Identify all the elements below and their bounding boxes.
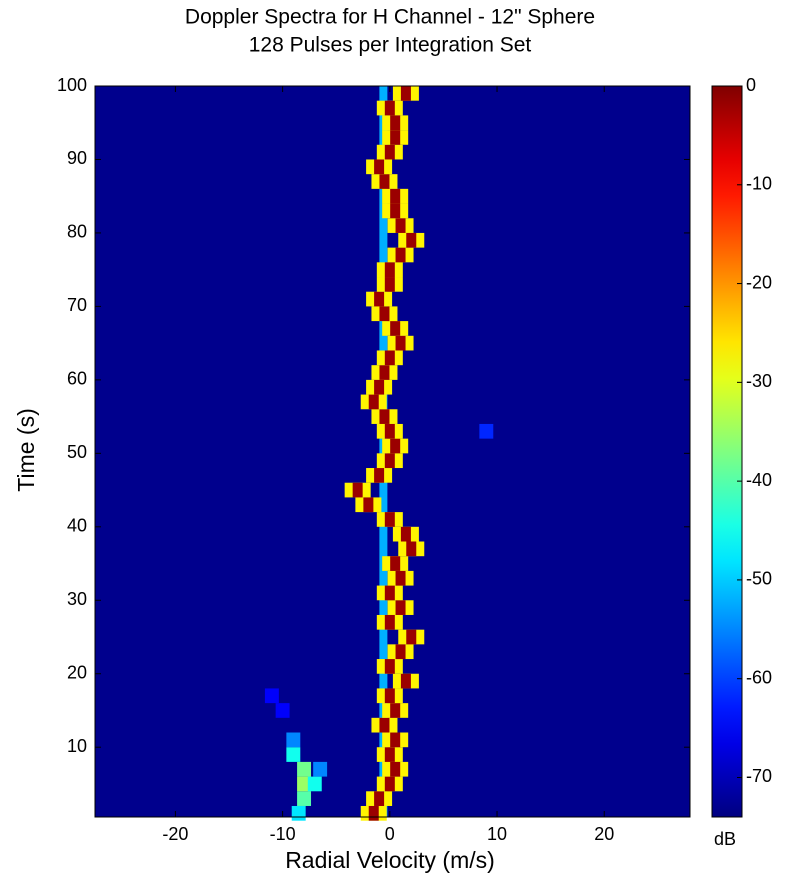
cell [297,761,312,777]
x-tick-label: -10 [270,824,296,844]
ridge-peak [374,468,385,483]
cell [479,423,494,439]
chart-subtitle: 128 Pulses per Integration Set [249,34,532,57]
ridge-peak [400,526,411,542]
y-tick-label: 80 [67,222,87,242]
y-tick-label: 100 [57,75,87,95]
ridge-peak [390,321,401,336]
ridge-peak [384,453,395,469]
ridge-peak [406,232,417,248]
x-tick-label: -20 [162,824,188,844]
ridge-peak [400,86,411,101]
colorbar-tick-label: -50 [746,569,772,589]
ridge-peak [384,659,395,674]
ridge-peak [395,600,406,615]
ridge-peak [406,629,417,645]
y-tick-label: 10 [67,736,87,756]
ridge-peak [384,585,395,601]
ridge-peak [395,570,406,586]
ridge-peak [384,512,395,527]
cell [313,761,328,777]
x-axis-label: Radial Velocity (m/s) [285,847,495,873]
ridge-peak [390,703,401,718]
colorbar-tick-label: -20 [746,272,772,292]
ridge-peak [384,688,395,704]
colorbar-label: dB [714,829,736,849]
colorbar [711,85,743,818]
x-tick-label: 20 [594,824,614,844]
ridge-peak [363,497,374,513]
ridge-peak [384,350,395,366]
ridge-peak [390,556,401,571]
ridge-peak [390,438,401,454]
ridge-peak [379,365,390,380]
ridge-peak [384,262,395,278]
cell [307,776,322,792]
colorbar-tick-label: -60 [746,667,772,687]
y-tick-label: 60 [67,369,87,389]
ridge-peak [384,776,395,792]
y-tick-label: 30 [67,589,87,609]
ridge-peak [384,277,395,292]
ridge-peak [384,144,395,160]
cell [297,776,312,792]
plot-area [95,86,690,821]
cell [297,791,312,806]
y-axis-label: Time (s) [13,408,39,491]
ridge-peak [374,159,385,175]
ridge-peak [384,423,395,439]
ridge-peak [352,482,363,498]
colorbar-tick-label: -40 [746,470,772,490]
ridge-peak [406,541,417,557]
ridge-peak [384,747,395,762]
x-tick-label: 0 [385,824,395,844]
cell [286,732,301,748]
ridge-peak [379,174,390,189]
cell [275,703,290,718]
ridge-peak [379,717,390,733]
cell [291,805,306,821]
ridge-peak [395,644,406,660]
ridge-peak [390,130,401,145]
plot-frame [94,85,691,818]
ridge-peak [395,247,406,263]
y-tick-label: 50 [67,442,87,462]
ridge-peak [379,409,390,424]
ridge-peak [400,673,411,689]
ridge-peak [395,335,406,351]
x-tick-label: 10 [487,824,507,844]
colorbar-tick-label: -10 [746,174,772,194]
ridge-peak [395,218,406,233]
colorbar-tick-label: -30 [746,371,772,391]
ridge-peak [390,115,401,131]
colorbar-tick-label: -70 [746,766,772,786]
y-tick-label: 40 [67,516,87,536]
cell [264,688,279,704]
chart-title: Doppler Spectra for H Channel - 12" Sphe… [185,6,595,29]
ridge-peak [384,100,395,116]
ridge-peak [368,394,379,410]
y-tick-label: 90 [67,148,87,168]
ridge-peak [379,306,390,322]
ridge-peak [390,732,401,748]
ridge-peak [374,379,385,395]
colorbar-tick-label: 0 [746,75,756,95]
cell [286,747,301,762]
ridge-peak [390,203,401,219]
ridge-peak [384,614,395,630]
ridge-peak [390,761,401,777]
y-tick-label: 70 [67,295,87,315]
ridge-peak [374,291,385,307]
ridge-peak [368,805,379,821]
y-tick-label: 20 [67,662,87,682]
ridge-peak [374,791,385,806]
ridge-peak [390,188,401,204]
